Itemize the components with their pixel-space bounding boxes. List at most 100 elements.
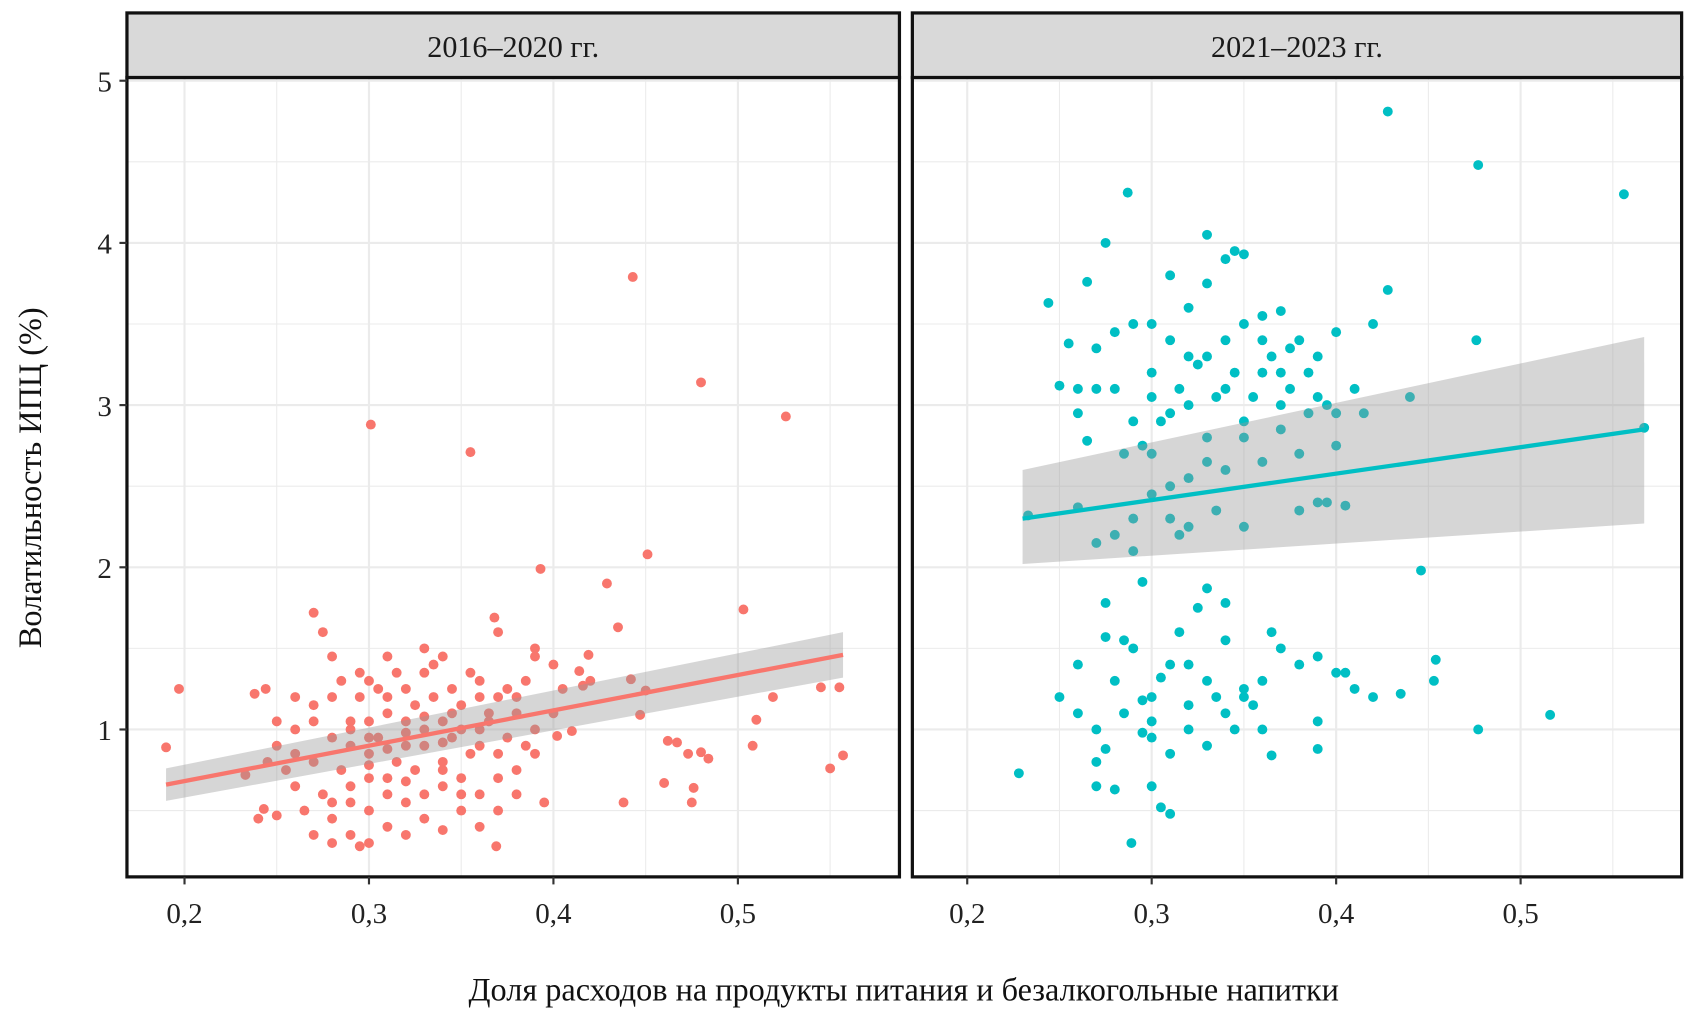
data-point <box>1275 643 1286 654</box>
data-point <box>419 643 430 654</box>
data-point <box>834 682 845 693</box>
data-point <box>1063 338 1074 349</box>
x-axis-title: Доля расходов на продукты питания и беза… <box>469 972 1339 1008</box>
data-point <box>428 659 439 670</box>
data-point <box>373 683 384 694</box>
data-point <box>400 797 411 808</box>
data-point <box>1428 675 1439 686</box>
data-point <box>1082 435 1093 446</box>
data-point <box>1100 598 1111 608</box>
data-point <box>1257 724 1268 735</box>
data-point <box>1275 424 1286 435</box>
data-point <box>1155 416 1166 427</box>
data-point <box>747 740 758 751</box>
data-point <box>1202 432 1212 443</box>
data-point <box>1404 392 1415 402</box>
data-point <box>625 674 636 685</box>
data-point <box>825 763 836 774</box>
data-point <box>1054 692 1065 702</box>
data-point <box>1358 408 1369 419</box>
x-tick-label: 0,3 <box>351 898 387 930</box>
data-point <box>1109 327 1120 338</box>
data-point <box>1091 343 1102 354</box>
data-point <box>1202 351 1212 362</box>
panel-1: 2016–2020 гг. 0,2 0,3 0,4 0,5 1 2 3 4 5 <box>97 11 902 930</box>
data-point <box>1109 383 1120 394</box>
data-point <box>539 797 550 808</box>
data-point <box>327 692 338 702</box>
data-point <box>1100 237 1111 248</box>
data-point <box>364 760 374 771</box>
data-point <box>419 667 430 678</box>
data-point <box>308 829 319 840</box>
data-point <box>557 683 568 694</box>
data-point <box>1165 513 1176 524</box>
data-point <box>419 813 430 824</box>
data-point <box>1146 367 1157 378</box>
data-point <box>382 789 393 800</box>
facet-strip <box>125 11 902 80</box>
data-point <box>271 716 282 727</box>
data-point <box>1238 692 1249 702</box>
data-point <box>493 748 504 759</box>
data-point <box>308 607 319 618</box>
data-point <box>1100 743 1111 754</box>
data-point <box>1211 692 1222 702</box>
data-point <box>253 813 264 824</box>
data-point <box>456 789 467 800</box>
regression-line <box>1022 427 1645 521</box>
data-point <box>474 789 485 800</box>
data-point <box>1303 408 1314 419</box>
data-point <box>456 700 467 711</box>
data-point <box>1137 727 1148 738</box>
data-point <box>474 675 485 686</box>
data-point <box>260 683 271 694</box>
data-point <box>365 419 376 430</box>
data-point <box>1202 229 1212 240</box>
data-point <box>474 740 485 751</box>
data-point <box>345 781 356 792</box>
data-point <box>1618 189 1629 200</box>
data-point <box>574 666 585 677</box>
data-point <box>530 643 540 654</box>
data-point <box>447 708 457 719</box>
data-point <box>642 549 653 560</box>
data-point <box>838 750 848 761</box>
data-point <box>1100 632 1111 642</box>
data-point <box>354 667 365 678</box>
data-point <box>1119 448 1129 459</box>
data-point <box>364 838 374 848</box>
data-point <box>1183 659 1194 670</box>
data-point <box>1183 351 1194 362</box>
data-point <box>364 716 374 727</box>
data-point <box>1266 627 1277 638</box>
data-point <box>815 682 826 693</box>
data-point <box>535 563 546 574</box>
data-point <box>1072 408 1083 419</box>
data-point <box>364 732 374 743</box>
data-point <box>767 692 778 702</box>
data-point <box>1122 187 1133 198</box>
data-point <box>290 692 301 702</box>
data-point <box>364 805 374 816</box>
data-point <box>373 732 384 743</box>
data-point <box>1146 732 1157 743</box>
data-point <box>1072 708 1083 719</box>
data-point <box>1126 838 1137 848</box>
data-point <box>1321 400 1332 411</box>
data-point <box>400 740 411 751</box>
data-point <box>1331 327 1342 338</box>
data-point <box>613 622 623 633</box>
x-tick-label: 0,2 <box>166 898 202 930</box>
data-point <box>1257 310 1268 321</box>
data-point <box>308 700 319 711</box>
data-point <box>1165 335 1176 346</box>
data-point <box>400 716 411 727</box>
data-point <box>1257 335 1268 346</box>
data-point <box>696 377 706 388</box>
data-point <box>437 716 448 727</box>
data-point <box>400 829 411 840</box>
data-point <box>703 753 714 764</box>
data-point <box>1257 675 1268 686</box>
data-point <box>1091 538 1102 548</box>
